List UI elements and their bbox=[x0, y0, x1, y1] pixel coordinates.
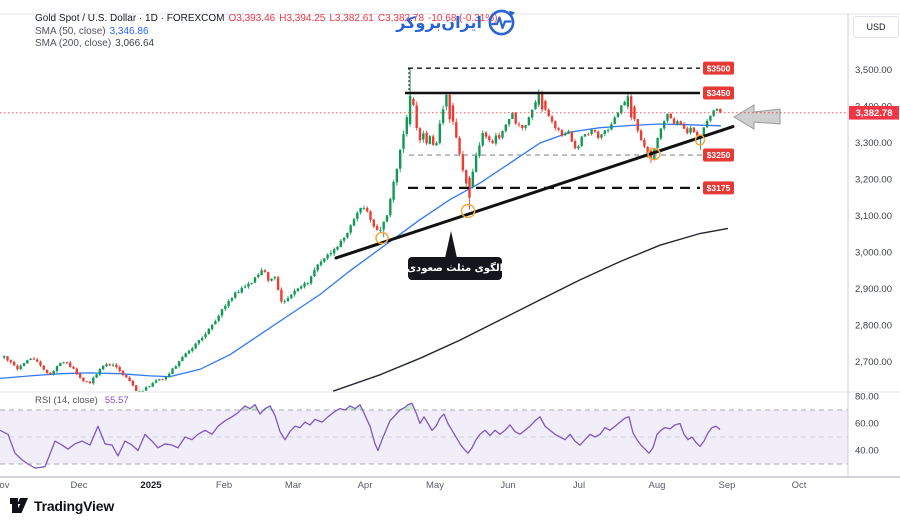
iranbroker-logo[interactable]: ایران‌بروکر bbox=[386, 6, 516, 38]
ohlc-close: C3,382.78 bbox=[377, 13, 425, 24]
rsi-axis-label: 60.00 bbox=[855, 419, 879, 430]
price-pane[interactable] bbox=[0, 69, 729, 392]
current-price-tag bbox=[849, 105, 899, 120]
sma50-label[interactable]: SMA (50, close) bbox=[35, 25, 106, 37]
ohlc-high: H3,394.25 bbox=[279, 13, 326, 24]
ohlc-open: O3,393.46 bbox=[228, 13, 276, 24]
rsi-pane[interactable] bbox=[0, 402, 721, 469]
tradingview-wordmark: TradingView bbox=[34, 497, 115, 514]
candlestick-series bbox=[3, 69, 722, 392]
time-axis-label: Nov bbox=[0, 480, 10, 491]
rsi-axis-label: 40.00 bbox=[855, 446, 879, 457]
sma200-label[interactable]: SMA (200, close) bbox=[35, 38, 112, 50]
rsi-label[interactable]: RSI (14, close) bbox=[35, 395, 98, 406]
price-axis-label: 2,700.00 bbox=[855, 357, 892, 368]
logo-pulse-icon bbox=[488, 9, 515, 35]
legend-sma50-row: SMA (50, close) 3,346.86 bbox=[35, 26, 502, 39]
legend: Gold Spot / U.S. Dollar · 1D · FOREXCOM O… bbox=[35, 13, 502, 51]
price-level-tag bbox=[703, 86, 734, 100]
trendline-touch-marker bbox=[460, 203, 476, 219]
time-axis-label: Apr bbox=[358, 480, 373, 491]
current-price-tag-label: 3,382.78 bbox=[856, 108, 893, 119]
sma200-line bbox=[332, 227, 729, 392]
price-pointer-arrow bbox=[733, 104, 781, 130]
price-axis-label: 3,100.00 bbox=[855, 211, 892, 222]
rsi-overbought-fill bbox=[408, 403, 412, 410]
currency-usd-button[interactable]: USD bbox=[853, 16, 899, 38]
time-axis-label: Mar bbox=[285, 480, 301, 491]
price-axis-label: 2,900.00 bbox=[855, 284, 892, 295]
price-level-tags[interactable]: $3500 $3450 $3250 $3175 bbox=[703, 61, 734, 195]
annotation-pointer bbox=[445, 231, 457, 258]
time-axis-label: Oct bbox=[792, 480, 807, 491]
rsi-line bbox=[0, 402, 721, 469]
ohlc-low: L3,382.61 bbox=[329, 13, 374, 24]
price-level-tag-label: $3500 bbox=[707, 63, 731, 73]
annotation-text: الگوی مثلث صعودی bbox=[406, 263, 504, 274]
price-level-tag-label: $3250 bbox=[707, 150, 731, 160]
sma50-line bbox=[0, 123, 722, 380]
price-axis-label: 3,500.00 bbox=[855, 65, 892, 76]
price-axis-label: 2,800.00 bbox=[855, 321, 892, 332]
price-level-tag bbox=[703, 181, 734, 195]
rsi-axis-label: 80.00 bbox=[855, 392, 879, 403]
legend-symbol-row: Gold Spot / U.S. Dollar · 1D · FOREXCOM O… bbox=[35, 13, 502, 26]
price-axis-label: 3,000.00 bbox=[855, 248, 892, 259]
ohlc-change: -10.68 (-0.31%) bbox=[428, 13, 498, 24]
price-axis-label: 3,300.00 bbox=[855, 138, 892, 149]
sma200-value: 3,066.64 bbox=[115, 38, 155, 50]
time-axis-label: Feb bbox=[216, 480, 232, 491]
price-level-tag-label: $3175 bbox=[707, 183, 731, 193]
time-axis[interactable]: Nov Dec 2025 Feb Mar Apr May Jun Jul Aug Sep Oct bbox=[0, 480, 807, 491]
price-axis-label: 3,200.00 bbox=[855, 175, 892, 186]
time-axis-label: Aug bbox=[649, 480, 666, 491]
tradingview-icon bbox=[10, 498, 28, 513]
trendline-touch-marker bbox=[694, 134, 706, 146]
trendline-touch-marker bbox=[375, 231, 389, 245]
logo-wordmark: ایران‌بروکر bbox=[396, 12, 482, 32]
annotation-callout[interactable]: الگوی مثلث صعودی bbox=[406, 257, 504, 280]
price-level-tag-label: $3450 bbox=[707, 88, 731, 98]
tradingview-attribution[interactable]: TradingView bbox=[9, 497, 114, 514]
time-axis-label: 2025 bbox=[140, 480, 162, 491]
time-axis-label: Jul bbox=[573, 480, 585, 491]
price-axis[interactable]: 3,500.003,400.003,300.003,200.003,100.00… bbox=[849, 65, 899, 457]
time-axis-label: May bbox=[426, 480, 444, 491]
rsi-band bbox=[0, 409, 848, 465]
time-axis-label: Dec bbox=[71, 480, 88, 491]
trendline-touch-marker bbox=[647, 147, 661, 161]
time-axis-label: Jun bbox=[500, 480, 515, 491]
ascending-trendline bbox=[334, 125, 735, 260]
time-axis-label: Sep bbox=[719, 480, 736, 491]
symbol-title[interactable]: Gold Spot / U.S. Dollar · 1D · FOREXCOM bbox=[35, 13, 225, 24]
price-level-tag bbox=[703, 148, 734, 162]
rsi-value: 55.57 bbox=[104, 395, 129, 406]
drawing-tools[interactable] bbox=[334, 67, 781, 260]
rsi-legend: RSI (14, close) 55.57 bbox=[35, 395, 129, 406]
legend-sma200-row: SMA (200, close) 3,066.64 bbox=[35, 38, 502, 51]
price-level-tag bbox=[703, 61, 734, 75]
sma50-value: 3,346.86 bbox=[109, 25, 149, 37]
